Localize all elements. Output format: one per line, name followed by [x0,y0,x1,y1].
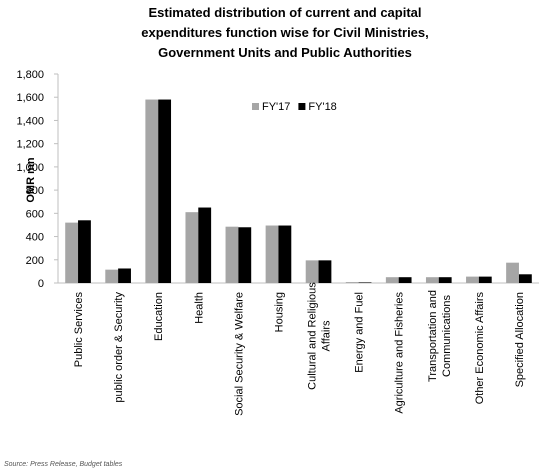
bar [506,262,519,283]
bar [478,276,492,283]
x-tick-label: Specified Allocation [514,292,526,387]
y-tick-label: 1,600 [16,92,44,104]
x-tick-label: Health [193,292,205,324]
bar [158,99,172,284]
x-tick-label: public order & Security [113,292,125,403]
bar [305,260,319,283]
bar [358,282,372,283]
x-tick-label: Cultural and Religious Affairs [307,282,333,390]
x-tick-label: Energy and Fuel [354,292,366,373]
legend-label: FY'17 [262,101,290,113]
x-tick-label: Housing [273,292,285,332]
y-tick-label: 200 [26,255,44,267]
y-tick-label: 600 [26,208,44,220]
bar [385,277,399,283]
x-tick-label: Other Economic Affairs [474,292,486,405]
y-tick-label: 1,400 [16,115,44,127]
bar [198,207,212,283]
bar [438,277,452,283]
x-tick-label: Agriculture and Fisheries [394,292,406,414]
x-tick-label: Social Security & Welfare [233,292,245,416]
bar [225,226,239,283]
bar [466,276,479,283]
bar [145,99,159,284]
bar [265,225,279,283]
bar [425,277,439,283]
legend-label: FY'18 [308,101,336,113]
y-axis-label: OMR mn [25,157,37,203]
y-tick-label: 1,200 [16,139,44,151]
x-tick-label: Education [153,292,165,341]
bar [78,220,91,283]
y-tick-label: 1,000 [16,162,44,174]
y-tick-label: 400 [26,232,44,244]
bar [118,268,131,283]
chart-title: Estimated distribution of current and ca… [141,5,429,60]
bar [398,277,412,283]
source-note: Source: Press Release, Budget tables [4,461,123,468]
bar [238,227,252,283]
y-tick-label: 1,800 [16,69,44,81]
legend-swatch [252,103,259,110]
legend-swatch [298,103,306,110]
bar [345,282,359,283]
y-tick-label: 0 [38,278,44,290]
bar [278,225,292,283]
x-tick-label: Transportation and Communications [427,290,453,382]
bar [105,269,119,283]
bar [518,274,532,283]
y-tick-label: 800 [26,185,44,197]
bar [185,212,199,283]
bar [65,222,79,283]
bar [318,260,332,283]
x-tick-label: Public Services [73,292,85,368]
